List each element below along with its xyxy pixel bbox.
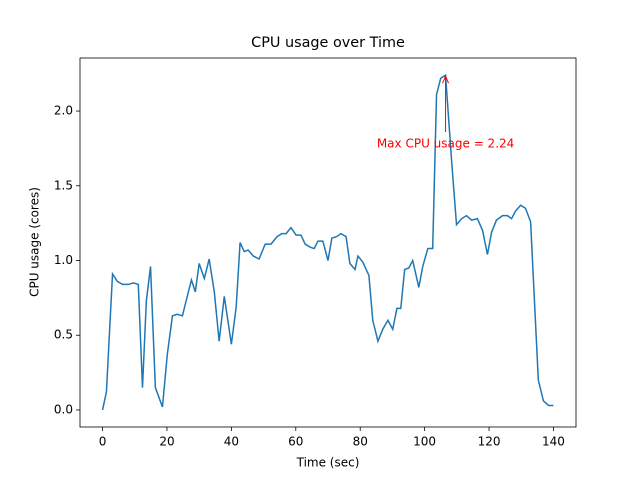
y-tick-label: 0.5 [54, 328, 73, 342]
y-tick-label: 0.0 [54, 402, 73, 416]
annotation-text: Max CPU usage = 2.24 [377, 136, 514, 150]
data-line [101, 73, 554, 411]
x-tick-label: 40 [224, 435, 239, 449]
x-axis-label: Time (sec) [296, 456, 360, 470]
x-tick-label: 20 [159, 435, 174, 449]
annotation-arrowhead [442, 74, 450, 84]
y-tick-label: 1.5 [54, 178, 73, 192]
y-tick-label: 2.0 [54, 104, 73, 118]
x-tick-label: 140 [542, 435, 565, 449]
y-axis-label: CPU usage (cores) [28, 187, 42, 297]
y-tick-label: 1.0 [54, 253, 73, 267]
x-tick-label: 120 [478, 435, 501, 449]
x-tick-label: 80 [353, 435, 368, 449]
chart-title: CPU usage over Time [251, 35, 405, 51]
x-tick-label: 100 [413, 435, 436, 449]
plot-frame [79, 57, 577, 428]
x-tick-label: 60 [288, 435, 303, 449]
x-tick-label: 0 [99, 435, 107, 449]
